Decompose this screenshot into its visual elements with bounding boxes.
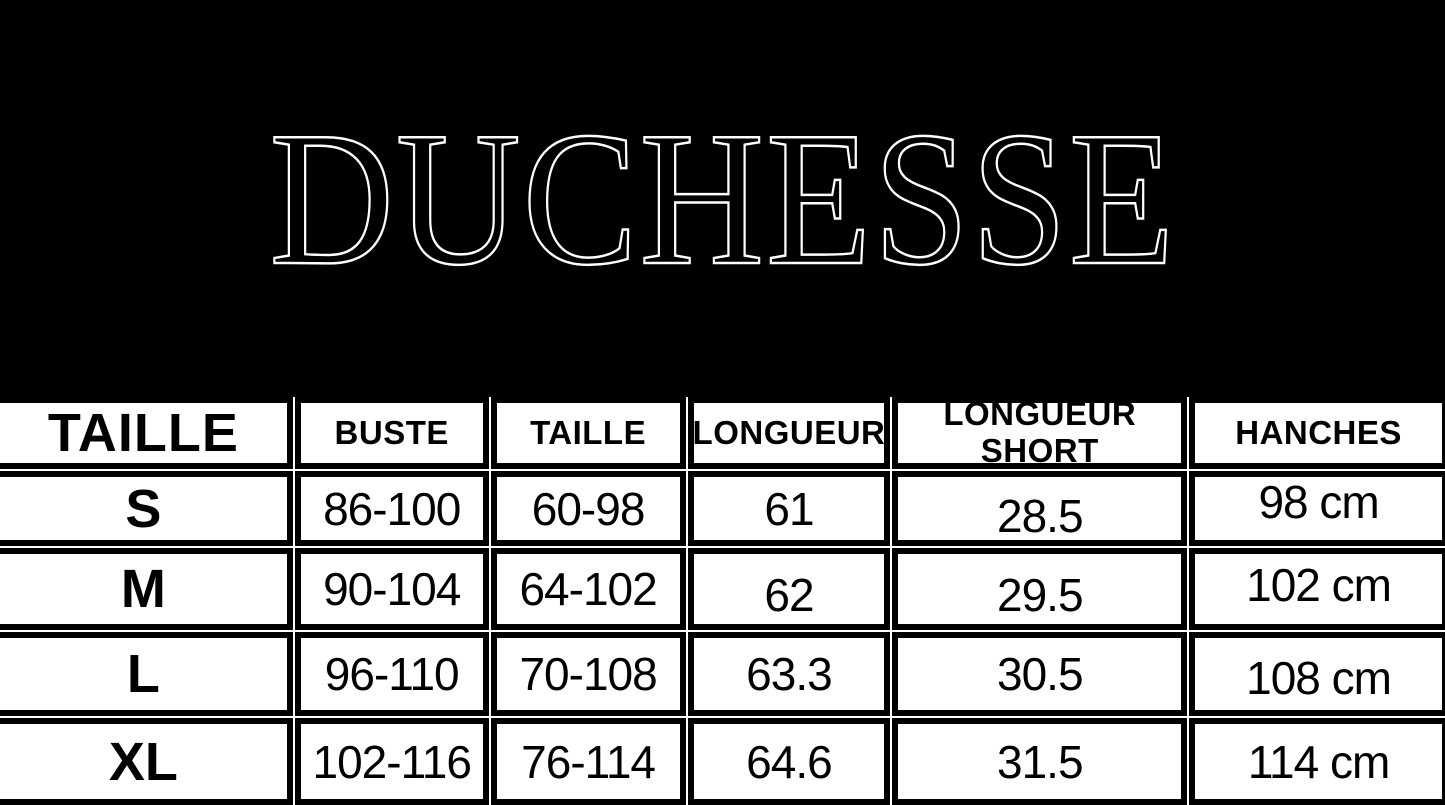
size-label: M	[0, 548, 293, 630]
cell-length: 62	[687, 548, 891, 630]
cell-length: 63.3	[687, 632, 891, 716]
cell-hips: 108 cm	[1189, 632, 1445, 716]
cell-bust: 102-116	[294, 718, 489, 805]
cell-hips: 102 cm	[1189, 548, 1445, 630]
cell-waist: 76-114	[490, 718, 686, 805]
brand-logo-text: DUCHESSE	[268, 91, 1176, 305]
cell-length: 64.6	[687, 718, 891, 805]
column-header-short-length: LONGUEUR SHORT	[892, 397, 1188, 469]
column-header-hips: HANCHES	[1189, 397, 1445, 469]
size-label: S	[0, 471, 293, 546]
size-label: L	[0, 632, 293, 716]
column-header-length: LONGUEUR	[687, 397, 891, 469]
cell-waist: 64-102	[490, 548, 686, 630]
cell-hips: 114 cm	[1189, 718, 1445, 805]
cell-short-length: 30.5	[892, 632, 1188, 716]
column-header-waist: TAILLE	[490, 397, 686, 469]
brand-header: DUCHESSE	[0, 0, 1445, 397]
cell-bust: 96-110	[294, 632, 489, 716]
cell-short-length: 28.5	[892, 471, 1188, 546]
column-header-bust: BUSTE	[294, 397, 489, 469]
cell-short-length: 29.5	[892, 548, 1188, 630]
cell-hips: 98 cm	[1189, 471, 1445, 546]
size-label: XL	[0, 718, 293, 805]
size-chart-table: TAILLE BUSTE TAILLE LONGUEUR LONGUEUR SH…	[0, 397, 1445, 805]
cell-bust: 86-100	[294, 471, 489, 546]
cell-length: 61	[687, 471, 891, 546]
cell-waist: 70-108	[490, 632, 686, 716]
cell-short-length: 31.5	[892, 718, 1188, 805]
cell-waist: 60-98	[490, 471, 686, 546]
size-chart-section: TAILLE BUSTE TAILLE LONGUEUR LONGUEUR SH…	[0, 397, 1445, 805]
column-header-size: TAILLE	[0, 397, 293, 469]
cell-bust: 90-104	[294, 548, 489, 630]
